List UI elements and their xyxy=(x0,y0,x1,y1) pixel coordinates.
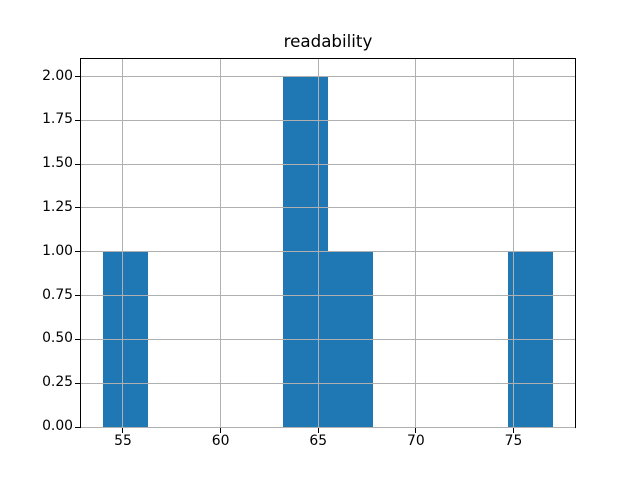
grid-layer xyxy=(81,59,575,428)
y-axis-tick xyxy=(75,207,80,209)
x-axis-tick xyxy=(122,428,124,433)
y-tick-label: 1.25 xyxy=(42,198,73,215)
gridline-horizontal xyxy=(81,76,575,78)
gridline-horizontal xyxy=(81,382,575,384)
y-tick-label: 1.50 xyxy=(42,155,73,172)
y-axis-tick xyxy=(75,251,80,253)
y-tick-label: 1.00 xyxy=(42,242,73,259)
y-tick-label: 0.25 xyxy=(42,374,73,391)
x-tick-label: 65 xyxy=(309,433,328,449)
y-axis-tick xyxy=(75,163,80,165)
gridline-vertical xyxy=(512,59,514,427)
x-tick-label: 70 xyxy=(407,433,425,449)
y-tick-label: 2.00 xyxy=(42,67,73,84)
x-tick-label: 55 xyxy=(114,433,132,449)
x-tick-label: 75 xyxy=(504,433,523,449)
x-tick-label: 60 xyxy=(211,433,230,449)
gridline-horizontal xyxy=(81,251,575,253)
x-axis-tick xyxy=(415,428,417,433)
x-axis-tick xyxy=(317,428,319,433)
y-axis-tick xyxy=(75,295,80,297)
gridline-vertical xyxy=(415,59,417,427)
y-tick-label: 0.75 xyxy=(42,286,73,303)
y-axis-tick xyxy=(75,76,80,78)
x-axis-tick xyxy=(220,428,222,433)
y-axis-tick xyxy=(75,382,80,384)
gridline-horizontal xyxy=(81,338,575,340)
gridline-horizontal xyxy=(81,426,575,428)
gridline-horizontal xyxy=(81,295,575,297)
y-axis-tick xyxy=(75,338,80,340)
tick-labels-layer: 55 60 65 70 75 0.00 0.25 0.50 0.75 1.00 1.25 1.50 1.… xyxy=(42,59,575,448)
y-axis-tick xyxy=(75,119,80,121)
chart-title: readability xyxy=(283,31,373,51)
gridline-horizontal xyxy=(81,119,575,121)
y-tick-label: 0.00 xyxy=(42,418,73,435)
gridline-vertical xyxy=(220,59,222,427)
y-axis-tick xyxy=(75,426,80,428)
y-tick-label: 0.50 xyxy=(42,330,73,347)
gridline-horizontal xyxy=(81,207,575,209)
x-axis-tick xyxy=(512,428,514,433)
gridline-horizontal xyxy=(81,163,575,165)
gridline-vertical xyxy=(122,59,124,427)
ticks-layer xyxy=(75,59,575,433)
plot-area: 55 60 65 70 75 0.00 0.25 0.50 0.75 1.00 1.25 1.50 1.… xyxy=(42,58,576,448)
gridline-vertical xyxy=(317,59,319,427)
y-tick-label: 1.75 xyxy=(42,111,73,128)
